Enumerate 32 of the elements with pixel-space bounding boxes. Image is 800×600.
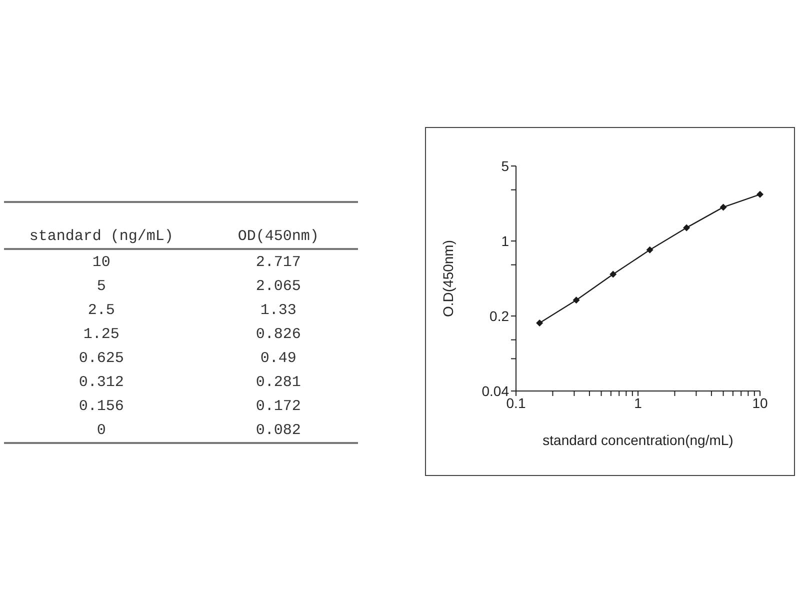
category-label: 2.5 <box>86 300 116 320</box>
x-tick-label: 1 <box>634 394 642 411</box>
category-label: 0.312 <box>78 372 125 392</box>
y-tick-label: 0.2 <box>490 308 510 324</box>
point <box>610 270 617 278</box>
data-label: 2.065 <box>254 276 302 296</box>
x-axis-title: standard concentration(ng/mL) <box>542 432 734 448</box>
y-tick-label: 1 <box>501 232 510 249</box>
point <box>720 204 727 211</box>
y-axis-title: O.D(450nm) <box>440 240 456 318</box>
category-label: 1.25 <box>82 324 120 344</box>
category-label: 5 <box>96 276 107 296</box>
point <box>572 296 580 304</box>
data-label: 0.172 <box>254 396 302 416</box>
y-tick-label: 5 <box>501 158 510 174</box>
data-label: 2.717 <box>254 252 302 272</box>
text: OD(450nm) <box>236 226 320 246</box>
point <box>536 320 544 327</box>
data-label: 0.082 <box>254 420 302 440</box>
point <box>646 246 654 254</box>
data-label: 0.49 <box>259 348 298 368</box>
point <box>756 190 764 198</box>
point <box>683 224 690 232</box>
category-label: 0 <box>96 420 107 440</box>
category-label: 0.625 <box>78 348 125 368</box>
x-tick-label: 10 <box>752 394 768 411</box>
data-label: 1.33 <box>259 300 298 320</box>
data-label: 0.826 <box>254 324 302 344</box>
category-label: 10 <box>91 252 112 272</box>
category-label: 0.156 <box>78 396 125 416</box>
data-label: 0.281 <box>254 372 302 392</box>
text: standard (ng/mL) <box>28 226 174 246</box>
